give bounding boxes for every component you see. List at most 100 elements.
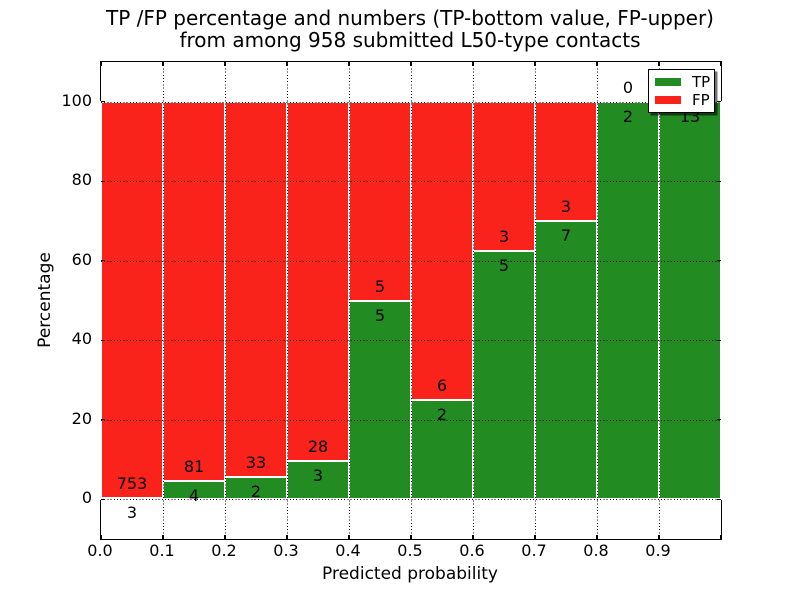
chart-title-line1: TP /FP percentage and numbers (TP-bottom… — [106, 6, 714, 30]
bar-edge — [225, 475, 287, 478]
fp-count-label: 28 — [307, 436, 329, 456]
tp-count-label: 2 — [622, 106, 634, 126]
bar-edge — [535, 220, 597, 222]
gridline-vertical — [163, 62, 164, 539]
bar-edge — [349, 299, 411, 302]
axis-tick — [472, 62, 474, 66]
gridline-vertical — [659, 62, 660, 539]
axis-tick — [658, 62, 660, 66]
fp-bar-segment — [163, 101, 225, 481]
axis-tick — [472, 535, 474, 539]
x-tick-label: 0.8 — [583, 541, 609, 560]
axis-tick — [100, 535, 102, 539]
x-tick-label: 0.4 — [335, 541, 361, 560]
axis-tick — [162, 62, 164, 66]
tp-bar-segment — [349, 300, 411, 500]
tp-count-label: 7 — [560, 226, 572, 245]
x-tick-label: 0.0 — [87, 541, 113, 560]
axis-tick — [100, 62, 102, 66]
fp-bar-segment — [101, 101, 163, 498]
fp-bar-segment — [473, 101, 535, 251]
chart-title: TP /FP percentage and numbers (TP-bottom… — [100, 7, 720, 51]
y-tick-label: 80 — [71, 170, 92, 190]
axis-tick — [348, 535, 350, 539]
fp-count-label: 753 — [116, 473, 148, 493]
bar-edge — [287, 459, 349, 462]
y-tick-label: 100 — [61, 90, 92, 110]
axis-tick — [348, 62, 350, 66]
chart-title-line2: from among 958 submitted L50-type contac… — [179, 28, 641, 52]
fp-count-label: 33 — [245, 452, 267, 472]
tp-bar-segment — [287, 460, 349, 500]
tp-bar-segment — [535, 221, 597, 500]
tp-bar-segment — [163, 480, 225, 500]
fp-count-label: 3 — [498, 226, 510, 246]
axis-tick — [534, 62, 536, 66]
bar-edge — [163, 479, 225, 482]
legend: TP FP — [648, 69, 715, 113]
x-tick-label: 0.9 — [645, 541, 671, 560]
fp-bar-segment — [535, 101, 597, 221]
tp-bar-segment — [597, 101, 659, 500]
axis-tick — [717, 101, 721, 103]
axis-tick — [101, 180, 105, 182]
x-tick-label: 0.5 — [397, 541, 423, 560]
legend-label-fp: FP — [692, 91, 710, 109]
axis-tick — [101, 260, 105, 262]
y-tick-label: 40 — [71, 329, 92, 349]
fp-count-label: 0 — [622, 77, 634, 97]
axis-tick — [717, 498, 721, 500]
gridline-vertical — [349, 62, 350, 539]
bar-edge — [411, 398, 473, 401]
legend-entry-tp: TP — [655, 74, 714, 90]
axis-tick — [534, 535, 536, 539]
fp-bar-segment — [287, 101, 349, 461]
tp-count-label: 2 — [250, 481, 262, 501]
axis-tick — [658, 535, 660, 539]
axis-tick — [224, 535, 226, 539]
y-tick-label: 20 — [71, 408, 92, 428]
gridline-vertical — [535, 62, 536, 539]
axis-tick — [717, 339, 721, 341]
gridline-vertical — [225, 62, 226, 539]
bar-edge — [473, 249, 535, 252]
gridline-vertical — [287, 62, 288, 539]
x-tick-label: 0.1 — [149, 541, 175, 560]
bar-edge — [101, 496, 163, 499]
tp-bar-segment — [473, 250, 535, 500]
axis-tick — [410, 535, 412, 539]
axis-tick — [101, 498, 105, 500]
bar-edge — [720, 100, 722, 501]
x-tick-label: 0.2 — [211, 541, 237, 560]
fp-bar-segment — [225, 101, 287, 477]
axis-tick — [717, 180, 721, 182]
axis-tick — [101, 101, 105, 103]
tp-count-label: 5 — [374, 305, 386, 325]
legend-label-tp: TP — [692, 73, 711, 91]
y-tick-label: 0 — [81, 488, 92, 508]
axis-tick — [717, 260, 721, 262]
axis-tick — [596, 62, 598, 66]
x-tick-label: 0.3 — [273, 541, 299, 560]
fp-count-label: 5 — [374, 276, 386, 296]
gridline-vertical — [597, 62, 598, 539]
plot-area: 75338143322835562353702013 TP FP — [100, 61, 722, 540]
gridline-vertical — [473, 62, 474, 539]
tp-count-label: 4 — [188, 485, 200, 505]
axis-tick — [162, 535, 164, 539]
fp-bar-segment — [349, 101, 411, 301]
tp-bar-segment — [659, 101, 721, 500]
x-tick-label: 0.7 — [521, 541, 547, 560]
legend-swatch-fp-icon — [655, 96, 681, 104]
axis-tick — [286, 535, 288, 539]
legend-entry-fp: FP — [655, 92, 714, 108]
tp-count-label: 2 — [436, 404, 448, 424]
axis-tick — [286, 62, 288, 66]
tp-bar-segment — [225, 476, 287, 500]
axis-tick — [224, 62, 226, 66]
tp-count-label: 3 — [126, 502, 138, 522]
x-tick-label: 0.6 — [459, 541, 485, 560]
fp-bar-segment — [411, 101, 473, 400]
legend-swatch-tp-icon — [655, 78, 681, 86]
